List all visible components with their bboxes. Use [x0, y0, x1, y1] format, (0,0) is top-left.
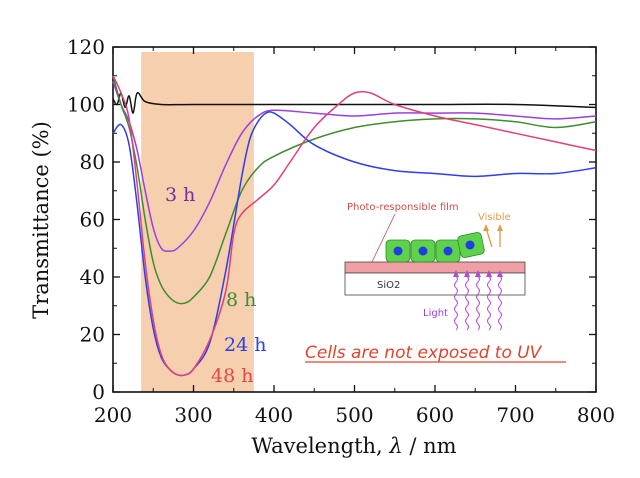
inset-substrate-label: SiO2 [377, 280, 400, 291]
uv-note: Cells are not exposed to UV [305, 343, 543, 363]
inset-visible-label: Visible [478, 212, 511, 223]
x-tick-label: 800 [577, 403, 615, 427]
inset-light-arrowhead [453, 270, 459, 277]
y-tick-label: 80 [80, 150, 105, 174]
inset-visible-arrowhead [483, 224, 489, 231]
series-label-8h: 8 h [226, 289, 256, 311]
y-tick-label: 60 [80, 208, 105, 232]
x-tick-label: 300 [174, 403, 212, 427]
y-tick-label: 40 [80, 265, 105, 289]
series-label-48h: 48 h [211, 365, 253, 387]
uv-exposure-band [141, 52, 254, 392]
series-line-8h [112, 75, 597, 305]
inset-cell-nucleus [418, 246, 428, 256]
x-axis-unit: / nm [403, 434, 457, 458]
inset-light-arrowhead [486, 270, 492, 277]
inset-light-arrows [453, 270, 503, 331]
series-line-24h [112, 111, 597, 377]
axis-ticks: 200 300 400 500 600 700 800 0 20 40 60 80 100 120 [67, 35, 615, 427]
y-axis-title: Transmittance (%) [29, 121, 53, 319]
x-tick-label: 200 [94, 403, 132, 427]
x-tick-label: 500 [335, 403, 373, 427]
inset-light-arrow [465, 275, 469, 331]
inset-cell-nucleus [465, 240, 475, 250]
inset-substrate-label-text: SiO2 [377, 280, 400, 291]
y-tick-label: 0 [92, 380, 105, 404]
y-tick-label: 120 [67, 35, 105, 59]
inset-film-layer [344, 261, 526, 274]
inset-light-arrowhead [475, 270, 481, 277]
inset-film-pointer [371, 213, 396, 263]
series-label-24h: 24 h [224, 334, 266, 356]
inset-cell-nucleus [393, 246, 403, 256]
x-tick-label: 600 [416, 403, 454, 427]
inset-light-label: Light [423, 308, 448, 319]
x-axis-symbol: λ [388, 434, 402, 458]
series-line-48h [112, 75, 597, 377]
inset-light-arrow [498, 275, 502, 331]
inset-schematic: Photo-responsible film SiO2 Visible Ligh… [344, 202, 526, 331]
x-tick-label: 700 [496, 403, 534, 427]
x-tick-label: 400 [255, 403, 293, 427]
inset-light-arrow [487, 275, 491, 331]
inset-light-arrowhead [464, 270, 470, 277]
inset-visible-arrow [485, 227, 493, 248]
x-axis-title: Wavelength, λ / nm [251, 434, 456, 458]
inset-cell-nucleus [443, 246, 453, 256]
series-label-3h: 3 h [165, 184, 195, 206]
inset-film-label: Photo-responsible film [347, 202, 459, 213]
y-tick-label: 100 [67, 93, 105, 117]
inset-light-arrow [476, 275, 480, 331]
inset-light-arrowhead [497, 270, 503, 277]
inset-substrate [344, 272, 526, 296]
series-line-3h [112, 81, 597, 252]
x-axis-title-text: Wavelength, [251, 434, 382, 458]
inset-visible-arrowhead [497, 224, 503, 231]
y-tick-label: 20 [80, 323, 105, 347]
inset-light-arrow [454, 275, 458, 331]
series-lines [112, 75, 597, 377]
